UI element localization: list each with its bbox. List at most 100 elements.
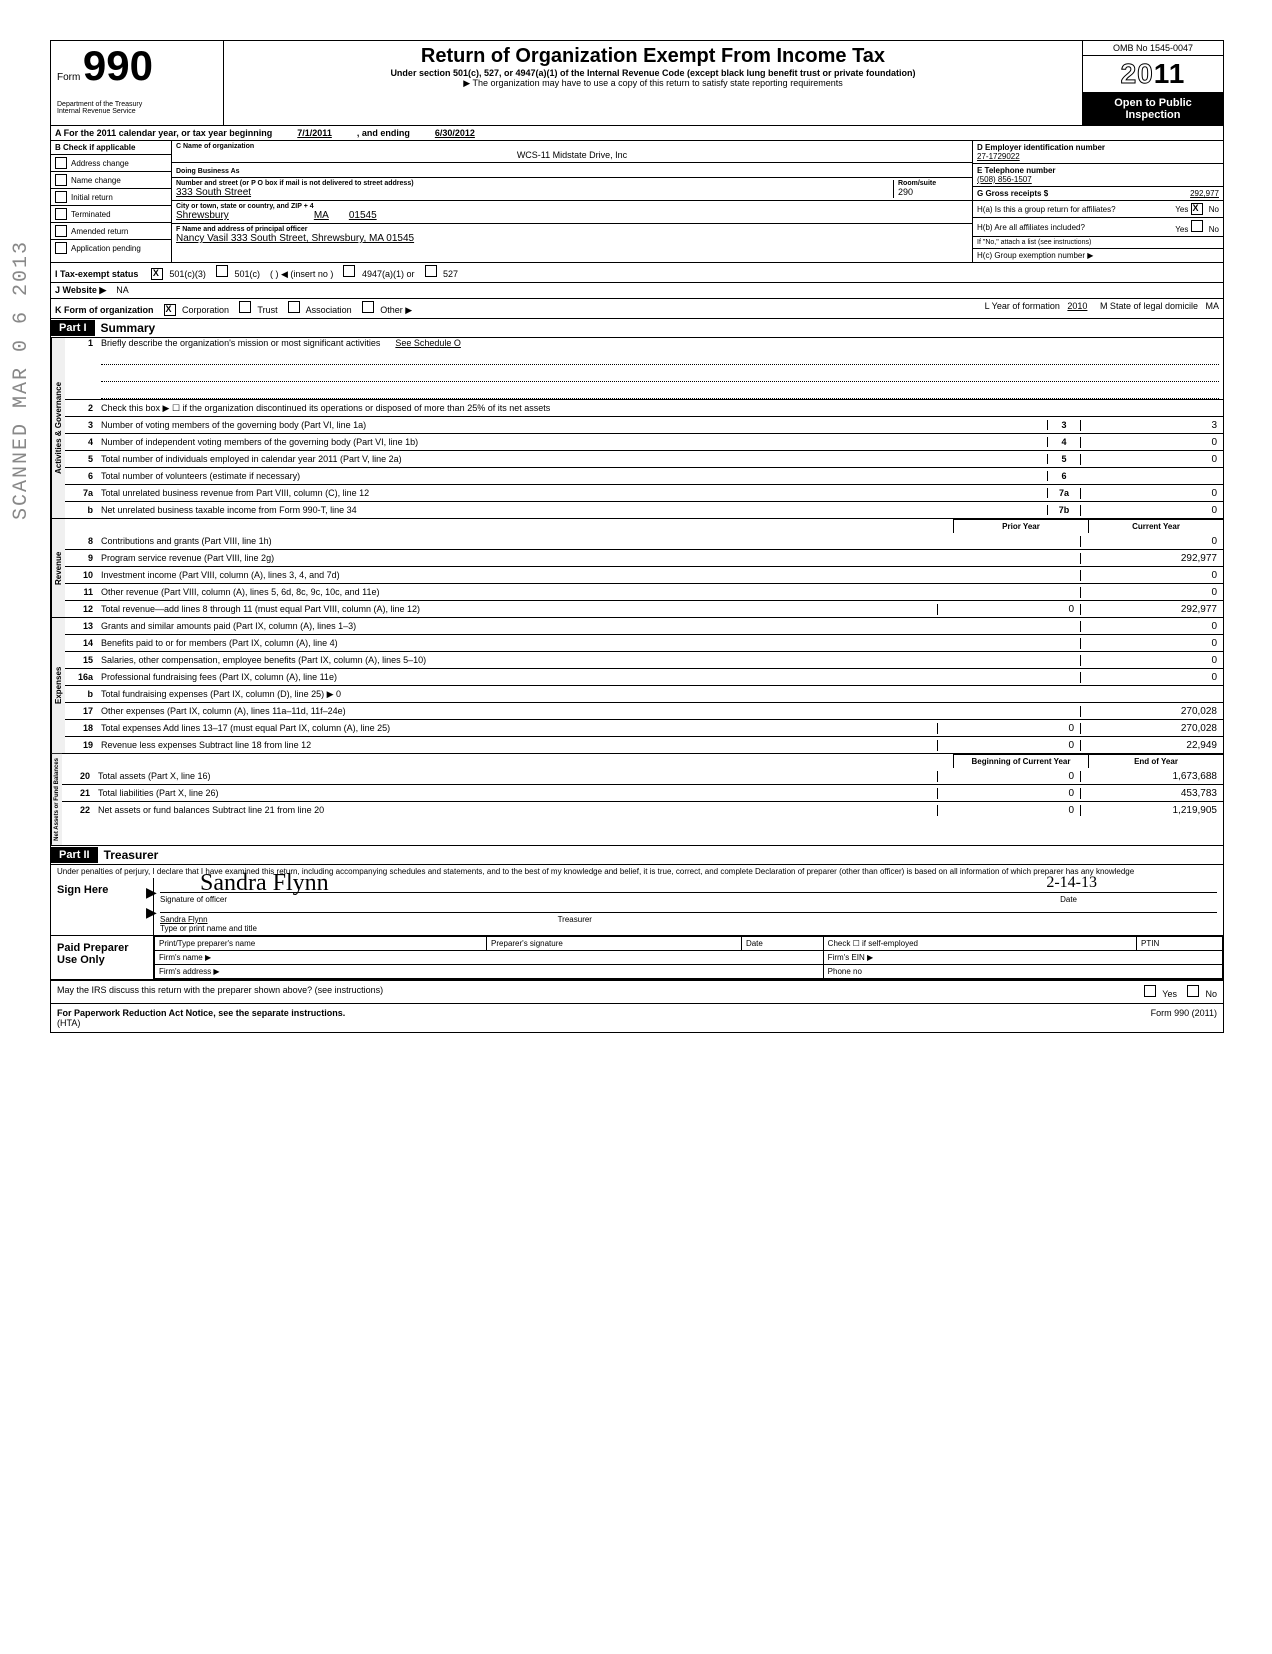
line-num: 8 [65,536,97,546]
line4-num: 4 [65,437,97,447]
prior-amt: 0 [937,805,1080,816]
chk-501c [216,265,228,277]
table-row: 11Other revenue (Part VIII, column (A), … [65,584,1223,601]
state-domicile-label: M State of legal domicile [1100,301,1198,311]
type-print-label: Type or print name and title [160,924,1217,933]
hc-label: H(c) Group exemption number ▶ [973,249,1223,262]
hb-note: If "No," attach a list (see instructions… [973,237,1223,249]
ein-label: D Employer identification number [977,143,1219,152]
table-row: 13Grants and similar amounts paid (Part … [65,618,1223,635]
chk-assoc [288,301,300,313]
curr-amt: 1,673,688 [1080,771,1223,782]
omb-number: OMB No 1545-0047 [1083,41,1223,56]
officer-name: Nancy Vasil 333 South Street, Shrewsbury… [176,233,968,244]
line-num: 11 [65,587,97,597]
line-desc: Salaries, other compensation, employee b… [97,655,937,665]
line3-desc: Number of voting members of the governin… [97,420,1047,430]
signature-line: ▶ Sandra Flynn 2-14-13 [160,892,1217,893]
chk-527 [425,265,437,277]
table-row: 10Investment income (Part VIII, column (… [65,567,1223,584]
hta-label: (HTA) [57,1018,80,1028]
name-line: ▶ [160,912,1217,913]
prior-amt: 0 [937,771,1080,782]
line4-box: 4 [1047,437,1080,447]
table-row: 19Revenue less expenses Subtract line 18… [65,737,1223,753]
line-j: J Website ▶ NA [51,282,1223,298]
tax-year: 20201111 [1083,56,1223,93]
line-num: 13 [65,621,97,631]
entity-section: B Check if applicable Address change Nam… [51,140,1223,262]
prep-sig-label: Preparer's signature [487,936,742,950]
line-num: 18 [65,723,97,733]
line3-box: 3 [1047,420,1080,430]
prior-amt: 0 [937,788,1080,799]
firm-addr-label: Firm's address ▶ [155,964,824,978]
sign-here-label: Sign Here [51,878,154,935]
open-public: Open to PublicInspection [1083,93,1223,125]
firm-name-label: Firm's name ▶ [155,950,824,964]
line-i: I Tax-exempt status 501(c)(3) 501(c) ( )… [51,262,1223,282]
line-desc: Net assets or fund balances Subtract lin… [94,805,937,815]
check-applicable-col: B Check if applicable Address change Nam… [51,141,172,262]
line7a-box: 7a [1047,488,1080,498]
line-desc: Revenue less expenses Subtract line 18 f… [97,740,937,750]
line1-num: 1 [65,338,97,348]
curr-amt: 0 [1080,570,1223,581]
line-num: 14 [65,638,97,648]
curr-year-hdr: Current Year [1088,519,1223,533]
part2-badge: Part II [51,847,98,863]
irs-label: Internal Revenue Service [57,108,217,115]
officer-label: F Name and address of principal officer [176,226,968,233]
line7a-amt: 0 [1080,488,1223,499]
mission-value: See Schedule O [395,338,461,348]
room-label: Room/suite [898,180,968,187]
line-num: 21 [62,788,94,798]
exp-vert-label: Expenses [51,618,65,753]
line6-num: 6 [65,471,97,481]
curr-amt: 292,977 [1080,553,1223,564]
line-desc: Professional fundraising fees (Part IX, … [97,672,937,682]
curr-amt: 453,783 [1080,788,1223,799]
tel-value: (508) 856-1507 [977,175,1219,184]
line6-desc: Total number of volunteers (estimate if … [97,471,1047,481]
form-number-box: Form 990 Department of the Treasury Inte… [51,41,224,125]
zip: 01545 [349,210,377,221]
line-desc: Program service revenue (Part VIII, line… [97,553,937,563]
dba-label: Doing Business As [176,168,240,175]
begin-year-hdr: Beginning of Current Year [953,754,1088,768]
end-date: 6/30/2012 [435,128,475,138]
line-desc: Total fundraising expenses (Part IX, col… [97,689,937,700]
hb-yes-no: Yes No [1175,220,1219,234]
prior-year-hdr: Prior Year [953,519,1088,533]
table-row: 17Other expenses (Part IX, column (A), l… [65,703,1223,720]
line2-desc: Check this box ▶ ☐ if the organization d… [97,403,1223,414]
title-box: Return of Organization Exempt From Incom… [224,41,1083,125]
line-num: 22 [62,805,94,815]
line2-num: 2 [65,403,97,413]
right-box: OMB No 1545-0047 20201111 Open to Public… [1083,41,1223,125]
discuss-row: May the IRS discuss this return with the… [51,980,1223,1003]
street-address: 333 South Street [176,187,889,198]
line3-num: 3 [65,420,97,430]
begin-date: 7/1/2011 [297,128,332,138]
curr-amt: 0 [1080,672,1223,683]
line-desc: Other revenue (Part VIII, column (A), li… [97,587,937,597]
governance-block: Activities & Governance 1 Briefly descri… [51,337,1223,518]
header-note: ▶ The organization may have to use a cop… [232,78,1074,89]
prior-amt: 0 [937,740,1080,751]
paid-preparer-row: Paid Preparer Use Only Print/Type prepar… [51,936,1223,980]
form-page: Form 990 Department of the Treasury Inte… [50,40,1224,1033]
curr-amt: 1,219,905 [1080,805,1223,816]
net-vert-label: Net Assets or Fund Balances [51,754,62,845]
firm-ein-label: Firm's EIN ▶ [823,950,1222,964]
officer-printed-name: Sandra Flynn [160,915,208,924]
line5-desc: Total number of individuals employed in … [97,454,1047,464]
line4-amt: 0 [1080,437,1223,448]
preparer-table: Print/Type preparer's name Preparer's si… [154,936,1223,979]
prior-amt: 0 [937,604,1080,615]
line-desc: Total revenue—add lines 8 through 11 (mu… [97,604,937,614]
ha-label: H(a) Is this a group return for affiliat… [977,205,1116,214]
line-num: 17 [65,706,97,716]
line-desc: Grants and similar amounts paid (Part IX… [97,621,937,631]
line5-box: 5 [1047,454,1080,464]
